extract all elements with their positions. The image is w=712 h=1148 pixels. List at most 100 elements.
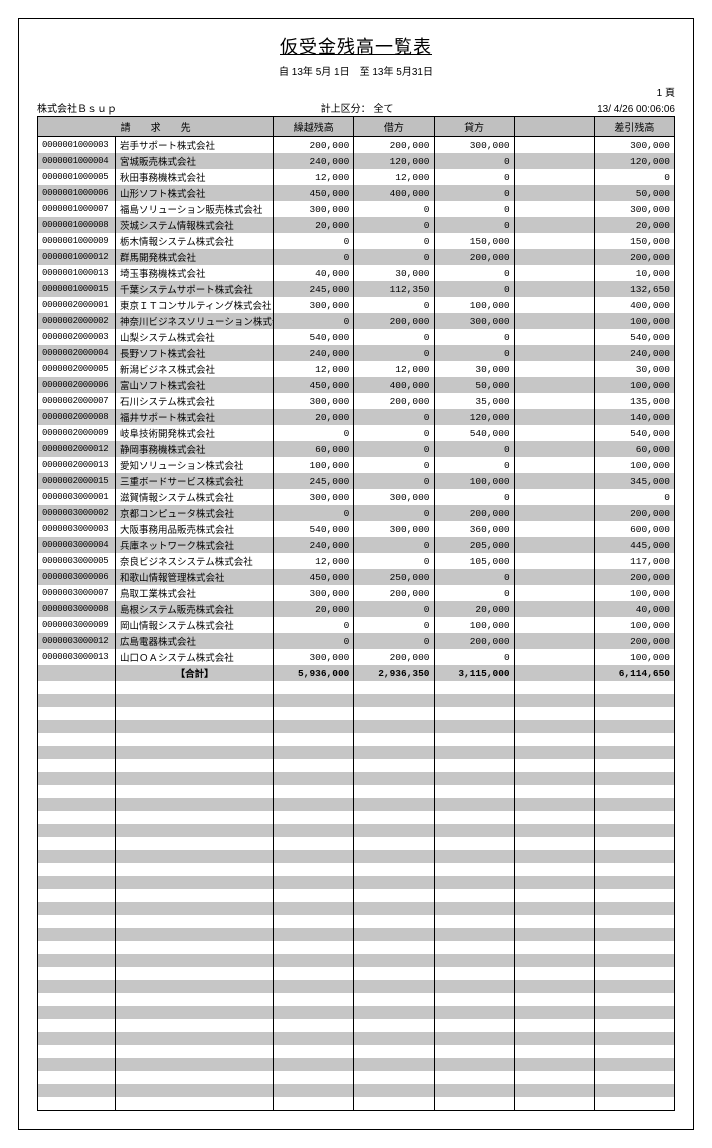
- cell-carryover: 540,000: [274, 521, 354, 537]
- cell-gap: [514, 569, 594, 585]
- empty: [38, 876, 116, 889]
- empty: [38, 681, 116, 694]
- empty: [354, 915, 434, 928]
- table-row: 0000003000012広島電器株式会社00200,000200,000: [38, 633, 675, 649]
- empty: [274, 850, 354, 863]
- empty: [116, 967, 274, 980]
- cell-name: 岐阜技術開発株式会社: [116, 425, 274, 441]
- cell-credit: 360,000: [434, 521, 514, 537]
- cell-carryover: 0: [274, 233, 354, 249]
- table-row: [38, 928, 675, 941]
- table-row: [38, 811, 675, 824]
- empty: [38, 967, 116, 980]
- empty: [354, 863, 434, 876]
- cell-carryover: 300,000: [274, 649, 354, 665]
- table-row: 0000002000009岐阜技術開発株式会社00540,000540,000: [38, 425, 675, 441]
- cell-code: 0000002000015: [38, 473, 116, 489]
- empty: [594, 993, 674, 1006]
- empty: [38, 1071, 116, 1084]
- cell-name: 新潟ビジネス株式会社: [116, 361, 274, 377]
- cell-code: 0000001000013: [38, 265, 116, 281]
- cell-debit: 0: [354, 473, 434, 489]
- cell-carryover: 300,000: [274, 393, 354, 409]
- empty: [514, 876, 594, 889]
- cell-name: 栃木情報システム株式会社: [116, 233, 274, 249]
- empty: [514, 1071, 594, 1084]
- empty: [594, 1071, 674, 1084]
- table-row: 0000001000013埼玉事務機株式会社40,00030,000010,00…: [38, 265, 675, 281]
- cell-carryover: 100,000: [274, 457, 354, 473]
- table-row: [38, 876, 675, 889]
- empty: [274, 954, 354, 967]
- cell-gap: [514, 329, 594, 345]
- empty: [434, 811, 514, 824]
- empty: [116, 798, 274, 811]
- cell-balance: 400,000: [594, 297, 674, 313]
- empty: [274, 863, 354, 876]
- empty: [514, 1084, 594, 1097]
- cell-code: 0000003000003: [38, 521, 116, 537]
- empty: [354, 967, 434, 980]
- cell-gap: [514, 441, 594, 457]
- cell-carryover: 0: [274, 425, 354, 441]
- empty: [354, 707, 434, 720]
- cell-debit: 0: [354, 345, 434, 361]
- empty: [116, 694, 274, 707]
- cell-debit: 0: [354, 441, 434, 457]
- empty: [38, 733, 116, 746]
- empty: [594, 837, 674, 850]
- empty: [274, 941, 354, 954]
- empty: [116, 1084, 274, 1097]
- cell-name: 埼玉事務機株式会社: [116, 265, 274, 281]
- table-row: [38, 915, 675, 928]
- cell-gap: [514, 185, 594, 201]
- cell-name: 千葉システムサポート株式会社: [116, 281, 274, 297]
- empty: [434, 785, 514, 798]
- cell-debit: 300,000: [354, 489, 434, 505]
- empty: [116, 720, 274, 733]
- empty: [38, 863, 116, 876]
- empty: [434, 824, 514, 837]
- empty: [594, 889, 674, 902]
- cell-credit: 0: [434, 585, 514, 601]
- empty: [434, 1045, 514, 1058]
- cell-gap: [514, 313, 594, 329]
- cell-code: 0000001000007: [38, 201, 116, 217]
- cell-code: 0000001000004: [38, 153, 116, 169]
- cell-name: 福井サポート株式会社: [116, 409, 274, 425]
- table-row: [38, 980, 675, 993]
- cell-carryover: 300,000: [274, 297, 354, 313]
- empty: [434, 707, 514, 720]
- table-row: [38, 1071, 675, 1084]
- cell-code: 0000001000012: [38, 249, 116, 265]
- empty: [354, 1006, 434, 1019]
- empty: [38, 915, 116, 928]
- cell-debit: 0: [354, 249, 434, 265]
- cell-balance: 345,000: [594, 473, 674, 489]
- empty: [514, 1045, 594, 1058]
- empty: [434, 681, 514, 694]
- total-gap: [514, 665, 594, 681]
- empty: [594, 1084, 674, 1097]
- cell-debit: 112,350: [354, 281, 434, 297]
- empty: [514, 967, 594, 980]
- cell-credit: 20,000: [434, 601, 514, 617]
- cell-code: 0000003000012: [38, 633, 116, 649]
- empty: [274, 1084, 354, 1097]
- empty: [594, 954, 674, 967]
- empty: [354, 980, 434, 993]
- cell-carryover: 0: [274, 633, 354, 649]
- cell-credit: 200,000: [434, 505, 514, 521]
- table-row: 0000001000012群馬開発株式会社00200,000200,000: [38, 249, 675, 265]
- cell-name: 秋田事務機株式会社: [116, 169, 274, 185]
- cell-balance: 0: [594, 489, 674, 505]
- cell-gap: [514, 201, 594, 217]
- cell-balance: 140,000: [594, 409, 674, 425]
- meta-top: 1 頁: [37, 84, 675, 99]
- cell-balance: 240,000: [594, 345, 674, 361]
- cell-carryover: 0: [274, 313, 354, 329]
- empty: [354, 1019, 434, 1032]
- empty: [514, 1019, 594, 1032]
- empty: [116, 1097, 274, 1110]
- cell-name: 山梨システム株式会社: [116, 329, 274, 345]
